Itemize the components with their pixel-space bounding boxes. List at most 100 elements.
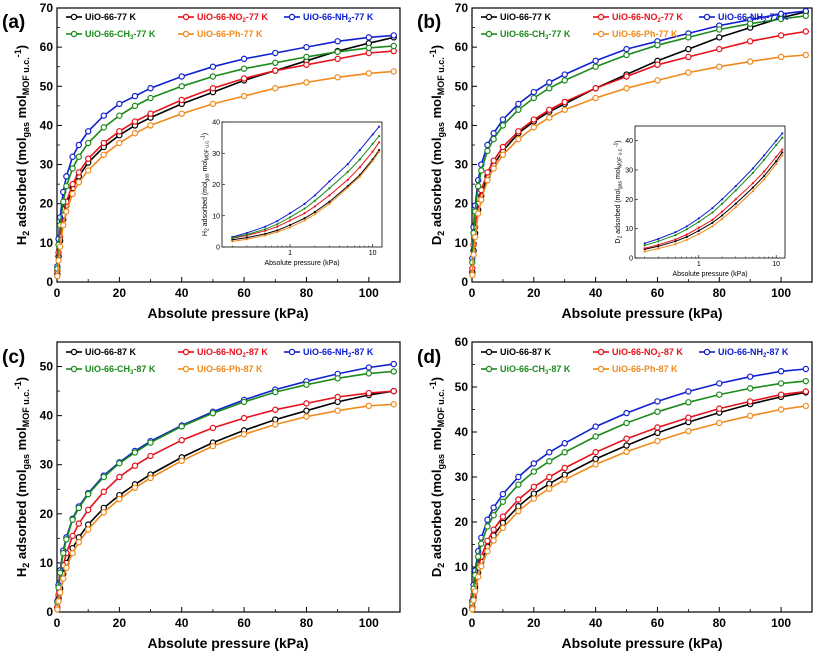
- inset-data-point: [685, 235, 688, 238]
- xtick-label: 60: [237, 616, 251, 630]
- inset-series-line: [232, 149, 380, 241]
- data-point: [303, 61, 310, 68]
- legend-entry: UiO-66-NH2-87 K: [303, 347, 374, 359]
- xtick-label: 40: [175, 286, 189, 300]
- data-point: [746, 412, 754, 419]
- legend-text: UiO-66-Ph: [197, 364, 241, 374]
- inset-data-point: [734, 185, 737, 188]
- xtick-label: 80: [300, 286, 314, 300]
- inset-frame: [221, 121, 383, 248]
- inset-data-point: [763, 158, 766, 161]
- inset-data-point: [328, 202, 331, 205]
- series-line: [471, 390, 806, 607]
- legend-marker: [288, 348, 296, 356]
- data-point: [63, 182, 70, 190]
- legend-marker: [182, 30, 190, 38]
- inset-data-point: [697, 229, 700, 232]
- inset-data-point: [657, 243, 660, 246]
- inset-data-point: [276, 225, 279, 228]
- legend-marker: [182, 13, 190, 21]
- data-point: [390, 401, 397, 408]
- legend: UiO-66-87 K UiO-66-NO2-87 K UiO-66-NH2-87 …: [481, 347, 789, 376]
- data-point: [499, 498, 507, 505]
- legend-sub: 3: [130, 370, 134, 376]
- x-axis-label: Absolute pressure (kPa): [147, 635, 308, 651]
- data-point: [499, 143, 507, 151]
- inset-data-point: [674, 231, 677, 234]
- data-point: [716, 63, 723, 70]
- inset-data-point: [751, 182, 754, 185]
- data-point: [530, 460, 538, 467]
- data-point: [178, 423, 185, 430]
- legend-text: UiO-66-Ph: [612, 364, 656, 374]
- inset-data-point: [276, 229, 279, 232]
- inset-data-point: [674, 243, 677, 246]
- ytick-label: 0: [461, 605, 468, 619]
- data-point: [623, 45, 630, 53]
- data-point: [116, 128, 123, 135]
- data-point: [490, 504, 497, 511]
- data-point: [499, 151, 507, 158]
- legend-text: UiO-66: [85, 347, 114, 357]
- data-point: [272, 406, 279, 413]
- legend-entry: UiO-66-87 K: [500, 347, 552, 357]
- inset-data-point: [303, 219, 306, 222]
- xtick-label: 80: [713, 616, 727, 630]
- inset-series-line: [232, 126, 380, 238]
- data-point: [63, 536, 70, 543]
- inset-xtick-label: 10: [369, 250, 377, 257]
- data-point: [716, 405, 723, 412]
- data-point: [272, 67, 279, 74]
- data-point: [746, 373, 754, 380]
- inset-data-point: [685, 238, 688, 241]
- inset-data-point: [276, 223, 279, 226]
- inset-data-point: [231, 236, 234, 240]
- y-axis-label-part: adsorbed (mol: [14, 138, 29, 231]
- data-point: [75, 141, 83, 149]
- inset-data-point: [751, 186, 754, 189]
- legend-entry: UiO-66-CH3-87 K: [500, 364, 571, 376]
- data-point: [178, 436, 185, 444]
- data-point: [390, 368, 397, 375]
- data-point: [390, 387, 397, 395]
- inset-data-point: [674, 238, 677, 241]
- data-point: [365, 402, 373, 410]
- ytick-label: 60: [455, 40, 469, 54]
- data-point: [490, 157, 497, 164]
- inset-data-point: [303, 207, 306, 210]
- data-point: [515, 135, 522, 143]
- data-point: [334, 393, 341, 401]
- xtick-label: 40: [589, 286, 603, 300]
- ytick-label: 20: [455, 197, 469, 211]
- legend-sub: 2: [763, 353, 767, 359]
- ytick-label: 40: [40, 409, 54, 423]
- data-point: [365, 370, 373, 377]
- inset-data-point: [313, 213, 316, 216]
- data-point: [147, 85, 154, 92]
- inset-data-point: [775, 143, 778, 147]
- data-point: [561, 71, 568, 78]
- inset-data-point: [711, 218, 714, 221]
- data-point: [55, 598, 62, 605]
- inset-data-point: [313, 194, 316, 197]
- inset-ytick-label: 40: [212, 120, 220, 127]
- data-point: [546, 114, 553, 121]
- data-point: [147, 474, 154, 482]
- data-point: [802, 51, 810, 59]
- data-point: [716, 26, 723, 33]
- data-point: [802, 365, 810, 373]
- y-axis-label-part: 2: [21, 563, 31, 568]
- xtick-label: 60: [237, 286, 251, 300]
- inset-series-line: [644, 155, 783, 252]
- plot-frame: [56, 341, 401, 613]
- ytick-label: 10: [455, 236, 469, 250]
- y-axis-label: D2 adsorbed (molgas molMOF u.c.-1): [428, 377, 446, 577]
- data-point: [623, 85, 630, 92]
- inset-data-point: [697, 226, 700, 229]
- inset-data-point: [371, 150, 374, 153]
- inset-data-point: [378, 134, 381, 138]
- inset-data-point: [276, 219, 279, 223]
- inset-data-point: [720, 210, 724, 213]
- data-point: [303, 43, 310, 51]
- data-point: [272, 49, 279, 57]
